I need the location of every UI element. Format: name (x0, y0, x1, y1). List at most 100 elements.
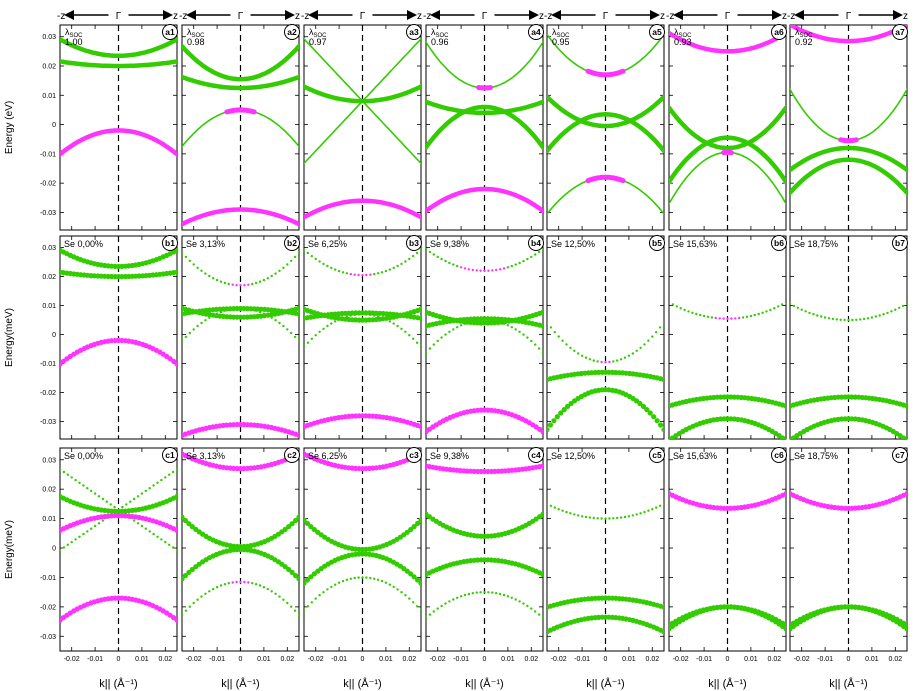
band-point (812, 313, 815, 316)
band-point (573, 513, 576, 516)
band-point (487, 319, 490, 322)
panel-id-circle (649, 447, 665, 463)
bands-group (790, 491, 907, 632)
band-point (534, 253, 537, 256)
panel-id-circle (771, 235, 787, 251)
y-tick-label: -0.03 (40, 419, 56, 426)
panel-id-circle (649, 235, 665, 251)
band-point (293, 573, 299, 579)
band-point (761, 311, 764, 314)
band-point (612, 517, 615, 520)
band-point (816, 314, 819, 317)
band-line (669, 135, 786, 184)
band-point (419, 609, 421, 612)
band-point (93, 492, 97, 495)
x-tick-label: 0.02 (524, 656, 538, 663)
x-axis-label: k|| (Å⁻¹) (708, 677, 746, 690)
band-point (882, 313, 885, 316)
band-point (296, 576, 299, 582)
band-point (243, 284, 246, 287)
band-point (428, 613, 432, 616)
band-point (189, 566, 195, 573)
band-point (223, 583, 227, 586)
band-point (639, 512, 642, 515)
band-point (714, 316, 717, 320)
band-point (235, 307, 238, 310)
band-point (282, 564, 288, 570)
band-point (182, 251, 184, 254)
band-point (510, 326, 513, 329)
band-point (349, 314, 352, 317)
band-point (452, 598, 455, 601)
panel-id: b1 (165, 238, 175, 248)
band-point (93, 524, 97, 528)
band-point (278, 595, 281, 598)
band-point (278, 321, 281, 325)
band-point (78, 535, 81, 538)
band-point (376, 272, 380, 275)
band-point (557, 335, 560, 338)
band-point (475, 319, 478, 322)
band-point (373, 314, 376, 317)
band-point (125, 503, 128, 506)
arrow-right-head (893, 10, 903, 20)
band-point (349, 272, 352, 276)
band-point (274, 272, 277, 275)
panel-id: b5 (652, 238, 662, 248)
arrow-left-head (430, 10, 440, 20)
band-point (311, 526, 317, 533)
band-highlight (585, 174, 626, 184)
bands-group (182, 451, 299, 617)
panel-c7: -0.02 -0.01 0 0.01 0.02 Se 18,75% c7 (789, 447, 908, 663)
band-line (669, 105, 786, 151)
band-point (553, 331, 556, 334)
band-point (604, 361, 607, 364)
direction-label-right: z (295, 11, 300, 22)
band-point (537, 347, 541, 350)
band-point (741, 316, 745, 319)
band-point (675, 305, 678, 308)
panel-se-label: Se 15,63% (673, 239, 717, 249)
band-point (418, 517, 421, 523)
row-ylabel: Energy(meV) (4, 520, 15, 579)
band-point (396, 588, 399, 591)
band-point (783, 626, 786, 632)
band-point (808, 311, 811, 315)
band-point (215, 586, 219, 589)
band-point (270, 316, 273, 319)
band-point (541, 351, 543, 354)
band-point (547, 502, 549, 506)
panel-b2: Se 3,13% b2 (181, 235, 300, 440)
band-point (718, 317, 721, 320)
band-point (189, 524, 195, 530)
band-point (475, 269, 478, 272)
band-point (683, 308, 686, 312)
band-point (506, 595, 510, 598)
band-point (540, 511, 543, 517)
band-point (293, 517, 299, 524)
band-point (109, 503, 112, 506)
band-point (192, 601, 195, 605)
x-tick-label: 0 (239, 656, 243, 663)
y-tick-label: 0.01 (42, 93, 56, 100)
y-tick-label: 0.03 (42, 245, 56, 252)
band-point (547, 422, 554, 428)
band-highlight (585, 68, 626, 78)
band-point (278, 269, 281, 272)
band-line (182, 43, 299, 82)
band-point (418, 306, 421, 312)
band-point (411, 574, 417, 580)
band-point (223, 309, 227, 312)
band-point (404, 330, 407, 333)
band-point (223, 281, 227, 285)
band-point (251, 282, 254, 286)
band-point (526, 257, 529, 261)
band-point (699, 313, 702, 317)
bands-group (60, 37, 177, 157)
x-tick-label: 0.01 (865, 656, 879, 663)
band-point (448, 600, 451, 603)
band-point (251, 308, 254, 311)
direction-label-right: z (660, 11, 665, 22)
